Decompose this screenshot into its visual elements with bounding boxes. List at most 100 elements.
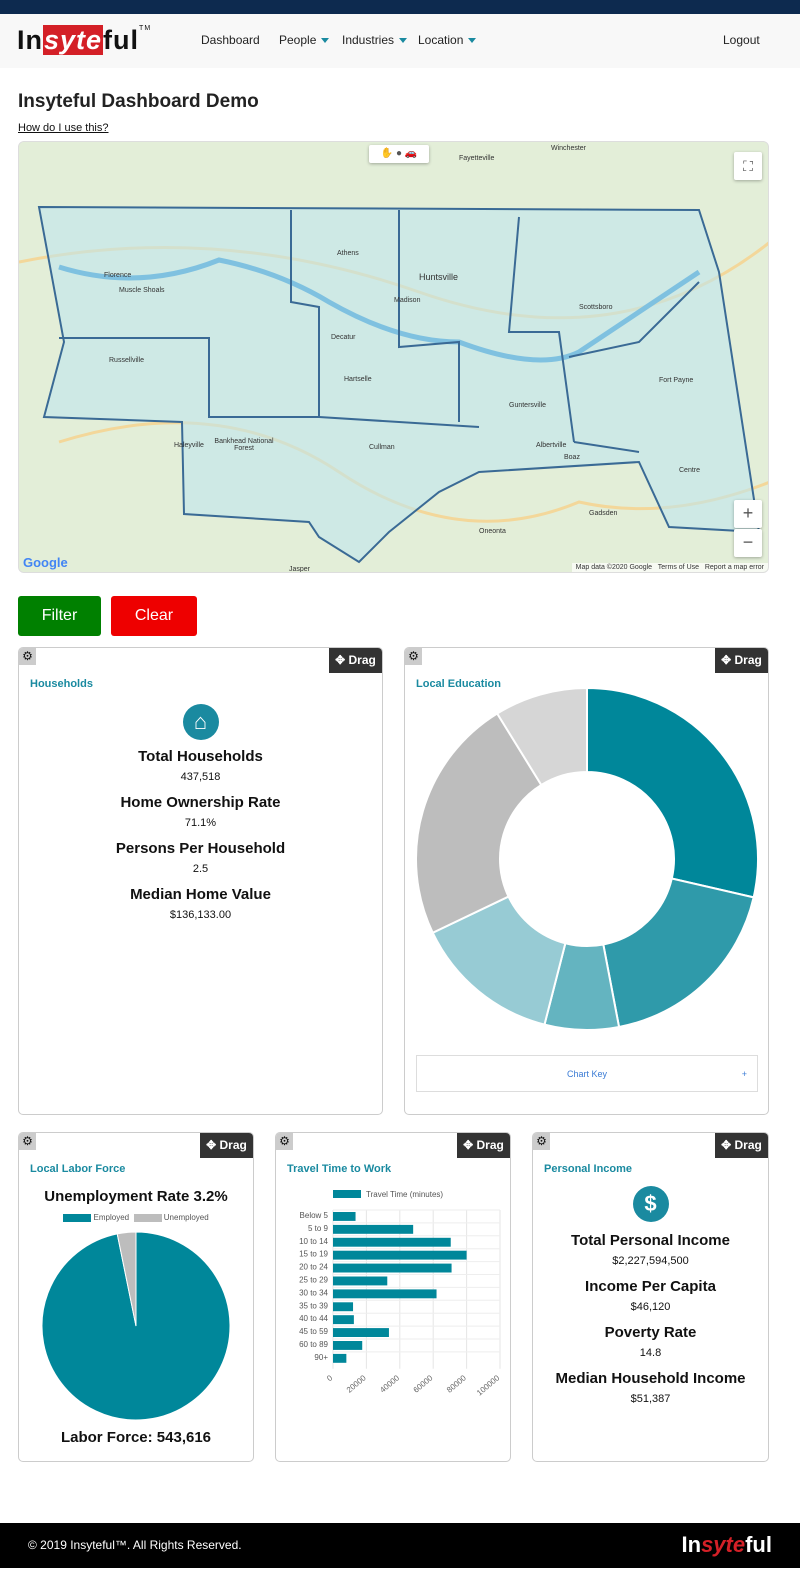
donut-slice[interactable] (495, 686, 588, 787)
x-tick-label: 40000 (378, 1373, 401, 1395)
stat-value: $51,387 (630, 1393, 671, 1405)
y-tick-label: 35 to 39 (299, 1301, 328, 1310)
bar[interactable] (333, 1224, 414, 1234)
nav-people[interactable]: People (279, 33, 330, 47)
nav-people-label: People (279, 33, 317, 47)
map-label: Albertville (536, 442, 567, 449)
y-tick-label: 30 to 34 (299, 1288, 328, 1297)
x-tick-label: 100000 (475, 1373, 502, 1397)
map-label: Fort Payne (659, 377, 694, 384)
region-overlay[interactable] (19, 142, 769, 573)
fullscreen-button[interactable]: ⛶ (734, 152, 762, 180)
map-attribution: Map data ©2020 Google (575, 564, 653, 571)
footer-logo: Insyteful (681, 1532, 773, 1557)
logout-link[interactable]: Logout (723, 33, 760, 47)
bar[interactable] (333, 1212, 356, 1221)
drag-handle[interactable]: ✥ Drag (457, 1133, 510, 1158)
y-tick-label: 5 to 9 (308, 1224, 329, 1233)
stat-value: 14.8 (639, 1347, 662, 1359)
bar[interactable] (333, 1289, 437, 1299)
bar[interactable] (333, 1250, 467, 1260)
map-label: Muscle Shoals (119, 287, 165, 294)
zoom-out-button[interactable]: − (734, 529, 762, 557)
stat-persons: Persons Per Household 2.5 (19, 840, 382, 875)
donut-slice[interactable] (586, 686, 759, 899)
widget-title: Personal Income (544, 1163, 633, 1175)
caret-down-icon (399, 38, 408, 44)
filter-button[interactable]: Filter (18, 596, 101, 636)
y-tick-label: 45 to 59 (299, 1327, 328, 1336)
stat-total-households: Total Households 437,518 (19, 748, 382, 783)
bar[interactable] (333, 1237, 451, 1247)
nav-location-label: Location (418, 33, 464, 47)
stat-value: 2.5 (192, 863, 209, 875)
legend-swatch (133, 1213, 162, 1222)
bar[interactable] (333, 1328, 389, 1337)
map-label: Fayetteville (459, 155, 495, 162)
nav-location[interactable]: Location (418, 33, 477, 47)
pie-slice-unemployed[interactable] (116, 1231, 137, 1327)
drag-handle[interactable]: ✥ Drag (329, 648, 382, 673)
map-label: Centre (679, 467, 701, 474)
footer: © 2019 Insyteful™. All Rights Reserved. … (0, 1523, 800, 1568)
travel-widget: ⚙ ✥ Drag Travel Time to Work Travel Time… (275, 1132, 511, 1462)
map-label: Gadsden (589, 510, 618, 517)
bar[interactable] (333, 1341, 363, 1350)
gear-icon[interactable]: ⚙ (19, 648, 36, 665)
drag-label: Drag (219, 1138, 247, 1152)
widget-title: Local Labor Force (30, 1163, 126, 1175)
bar[interactable] (333, 1315, 354, 1325)
logo[interactable]: InsytefulTM (17, 25, 152, 55)
chart-key-toggle[interactable]: Chart Key + (416, 1055, 758, 1092)
clear-button[interactable]: Clear (111, 596, 197, 636)
labor-force-total: Labor Force: 543,616 (60, 1429, 212, 1446)
nav-industries-label: Industries (342, 33, 395, 47)
copyright: © 2019 Insyteful™. All Rights Reserved. (28, 1538, 242, 1552)
map-label: Bankhead National Forest (214, 438, 274, 452)
chart-key-label: Chart Key (566, 1069, 608, 1079)
gear-icon[interactable]: ⚙ (19, 1133, 36, 1150)
gear-icon[interactable]: ⚙ (276, 1133, 293, 1150)
stat-label: Poverty Rate (604, 1324, 697, 1341)
pie-legend: Employed Unemployed (19, 1213, 253, 1222)
nav-industries[interactable]: Industries (342, 33, 408, 47)
map-label: Jasper (289, 566, 311, 573)
drag-handle[interactable]: ✥ Drag (715, 1133, 768, 1158)
legend-label: Travel Time (minutes) (366, 1190, 443, 1199)
map-label: Boaz (564, 454, 580, 461)
drag-handle[interactable]: ✥ Drag (715, 648, 768, 673)
donut-slice[interactable] (602, 877, 755, 1029)
legend-label: Employed (93, 1213, 130, 1222)
stat-ownership: Home Ownership Rate 71.1% (19, 794, 382, 829)
terms-link[interactable]: Terms of Use (657, 564, 700, 571)
drag-label: Drag (734, 1138, 762, 1152)
stat-home-value: Median Home Value $136,133.00 (19, 886, 382, 921)
donut-slice[interactable] (415, 712, 543, 935)
labor-pie-chart (41, 1231, 231, 1421)
legend-label: Unemployed (163, 1213, 209, 1222)
y-tick-label: 40 to 44 (299, 1314, 328, 1323)
map-label: Huntsville (419, 272, 459, 282)
bar[interactable] (333, 1276, 388, 1286)
stat-value: $136,133.00 (169, 909, 232, 921)
x-tick-label: 20000 (345, 1373, 368, 1395)
map[interactable]: Florence Muscle Shoals Athens Huntsville… (18, 141, 769, 573)
bar[interactable] (333, 1263, 452, 1273)
gear-icon[interactable]: ⚙ (533, 1133, 550, 1150)
gear-icon[interactable]: ⚙ (405, 648, 422, 665)
drawing-tools[interactable]: ✋ ● 🚗 (369, 145, 429, 163)
drag-handle[interactable]: ✥ Drag (200, 1133, 253, 1158)
bar[interactable] (333, 1353, 347, 1363)
nav-dashboard[interactable]: Dashboard (201, 33, 260, 47)
report-link[interactable]: Report a map error (704, 564, 764, 571)
map-label: Winchester (551, 145, 587, 152)
map-label: Haleyville (174, 442, 204, 449)
dollar-icon: $ (533, 1186, 768, 1222)
stat-label: Median Household Income (555, 1370, 746, 1387)
y-tick-label: 25 to 29 (299, 1276, 328, 1285)
widget-title: Travel Time to Work (287, 1163, 392, 1175)
help-link[interactable]: How do I use this? (18, 122, 109, 134)
zoom-in-button[interactable]: + (734, 500, 762, 528)
bar[interactable] (333, 1302, 354, 1312)
y-tick-label: 10 to 14 (299, 1237, 328, 1246)
